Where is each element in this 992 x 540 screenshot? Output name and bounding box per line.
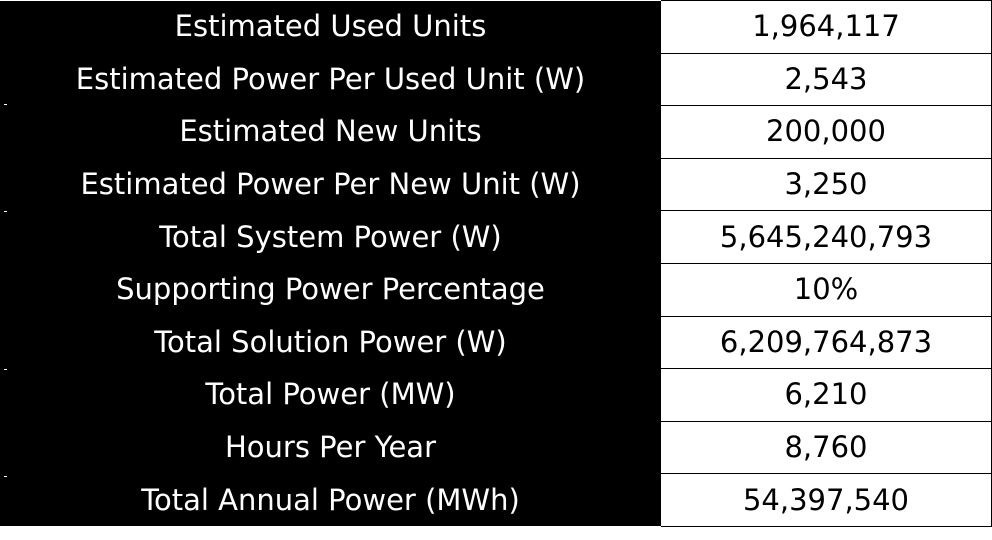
row-value-cell[interactable]: 5,645,240,793 xyxy=(661,210,992,264)
row-value-cell[interactable]: 54,397,540 xyxy=(661,473,992,527)
table-row: Total Solution Power (W) 6,209,764,873 xyxy=(0,315,992,370)
table-row: Total Power (MW) 6,210 xyxy=(0,368,992,422)
row-label-cell[interactable]: Total System Power (W) xyxy=(0,210,661,264)
table-row: Estimated Power Per Used Unit (W) 2,543 xyxy=(0,52,992,107)
row-label-cell[interactable]: Estimated New Units xyxy=(0,105,661,159)
gridline-tick xyxy=(4,476,7,477)
row-label-cell[interactable]: Estimated Used Units xyxy=(0,0,661,54)
row-value-cell[interactable]: 10% xyxy=(661,262,992,317)
row-value-cell[interactable]: 6,210 xyxy=(661,368,992,422)
row-value-cell[interactable]: 200,000 xyxy=(661,105,992,159)
gridline-tick xyxy=(4,369,7,370)
row-value-cell[interactable]: 3,250 xyxy=(661,157,992,212)
row-value-cell[interactable]: 2,543 xyxy=(661,52,992,107)
gridline-tick xyxy=(4,104,7,105)
table-row: Estimated New Units 200,000 xyxy=(0,105,992,159)
row-value-cell[interactable]: 6,209,764,873 xyxy=(661,315,992,370)
table-row: Estimated Power Per New Unit (W) 3,250 xyxy=(0,157,992,212)
table-row: Total System Power (W) 5,645,240,793 xyxy=(0,210,992,264)
row-label-cell[interactable]: Total Annual Power (MWh) xyxy=(0,473,661,527)
table-row: Hours Per Year 8,760 xyxy=(0,420,992,475)
table-row: Total Annual Power (MWh) 54,397,540 xyxy=(0,473,992,527)
row-value-cell[interactable]: 8,760 xyxy=(661,420,992,475)
row-label-cell[interactable]: Total Solution Power (W) xyxy=(0,316,661,369)
row-label-cell[interactable]: Total Power (MW) xyxy=(0,368,661,422)
row-label-cell[interactable]: Hours Per Year xyxy=(0,421,661,474)
gridline-tick xyxy=(4,211,7,212)
table-row: Supporting Power Percentage 10% xyxy=(0,262,992,317)
table-row: Estimated Used Units 1,964,117 xyxy=(0,0,992,54)
row-label-cell[interactable]: Estimated Power Per New Unit (W) xyxy=(0,158,661,211)
row-value-cell[interactable]: 1,964,117 xyxy=(661,0,992,54)
power-calculation-table: Estimated Used Units 1,964,117 Estimated… xyxy=(0,0,992,527)
row-label-cell[interactable]: Estimated Power Per Used Unit (W) xyxy=(0,53,661,106)
row-label-cell[interactable]: Supporting Power Percentage xyxy=(0,263,661,317)
